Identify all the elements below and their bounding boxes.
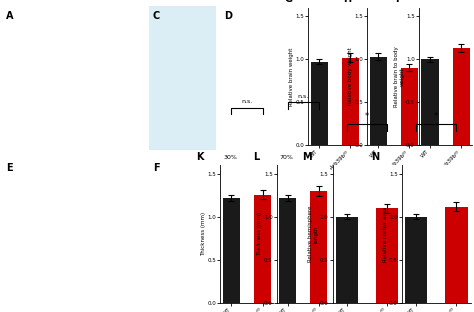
Text: 30%: 30% [223, 155, 237, 160]
Bar [453, 48, 470, 145]
Text: A: A [6, 11, 14, 21]
Y-axis label: Thickness (mm): Thickness (mm) [201, 212, 206, 256]
Bar [376, 208, 398, 303]
Bar [446, 207, 467, 303]
Text: n.s.: n.s. [241, 100, 253, 105]
Text: *: * [365, 112, 369, 121]
Text: N: N [371, 152, 379, 162]
Text: F: F [153, 163, 159, 173]
Bar [336, 217, 358, 303]
Text: C: C [153, 11, 160, 21]
Y-axis label: Relative brain weight: Relative brain weight [289, 47, 294, 106]
Bar [223, 198, 240, 303]
Text: E: E [6, 163, 13, 173]
Text: H: H [344, 0, 352, 4]
Text: K: K [197, 152, 204, 162]
Y-axis label: Relative body weight: Relative body weight [348, 47, 353, 105]
Y-axis label: Relative brain to body
weight: Relative brain to body weight [394, 46, 405, 107]
Text: G: G [284, 0, 292, 4]
Bar [401, 68, 418, 145]
Bar [254, 195, 271, 303]
Bar [405, 217, 427, 303]
Bar [310, 62, 328, 145]
Text: L: L [253, 152, 259, 162]
Bar [421, 59, 438, 145]
Y-axis label: Thickness (mm): Thickness (mm) [257, 212, 263, 256]
Bar [310, 191, 328, 303]
Text: I: I [395, 0, 399, 4]
Text: n.s.: n.s. [298, 94, 309, 99]
Text: *: * [434, 112, 438, 121]
Text: D: D [225, 11, 233, 21]
Y-axis label: Relative cortex area: Relative cortex area [383, 206, 388, 262]
Text: M: M [302, 152, 311, 162]
Text: 70%: 70% [280, 155, 293, 160]
Bar [370, 57, 387, 145]
Bar [342, 57, 359, 145]
Y-axis label: Relative hemisphere
length: Relative hemisphere length [308, 206, 319, 262]
Bar [279, 198, 296, 303]
